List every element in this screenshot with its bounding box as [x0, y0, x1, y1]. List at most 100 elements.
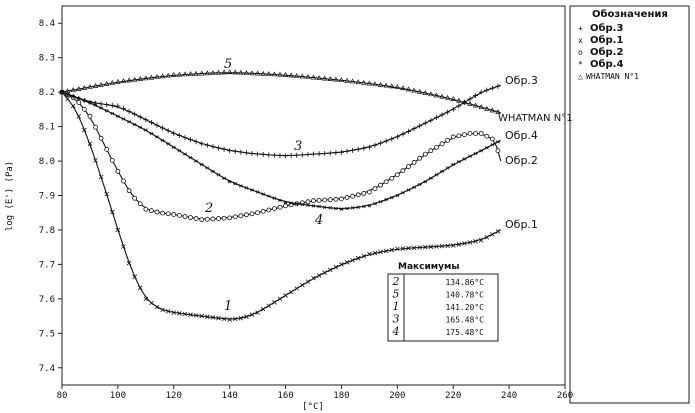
data-point — [149, 301, 153, 305]
data-point — [238, 150, 243, 155]
data-point — [194, 139, 199, 144]
data-point — [133, 123, 137, 126]
data-point — [261, 152, 266, 157]
data-point — [317, 198, 321, 202]
data-point — [384, 180, 388, 184]
legend-title: Обозначения — [592, 8, 668, 20]
data-point — [267, 304, 271, 308]
data-point — [94, 125, 98, 129]
data-point — [216, 173, 220, 176]
data-point — [474, 131, 478, 135]
data-point — [127, 189, 131, 193]
y-tick-label: 8.2 — [39, 88, 55, 98]
data-point — [457, 160, 461, 163]
x-tick-label: 240 — [501, 391, 517, 401]
data-point — [407, 165, 411, 169]
x-tick-label: 160 — [277, 391, 293, 401]
data-point — [189, 216, 193, 220]
data-point — [200, 163, 204, 166]
data-point — [418, 156, 422, 160]
data-point — [149, 132, 153, 135]
legend-label: Обр.2 — [590, 46, 623, 58]
data-point — [182, 135, 187, 140]
data-point — [490, 143, 494, 146]
legend: Обозначения +Обр.3xОбр.1oОбр.2*Обр.4△WHA… — [578, 8, 668, 81]
data-point — [379, 183, 383, 187]
maxima-temp: 165.48°C — [445, 316, 484, 325]
legend-label: Обр.4 — [590, 58, 623, 70]
data-point — [161, 139, 165, 142]
data-point — [261, 209, 265, 213]
data-point — [390, 196, 394, 199]
data-point — [479, 131, 483, 135]
data-point — [400, 132, 405, 137]
data-point — [233, 215, 237, 219]
data-point — [440, 112, 445, 117]
legend-marker: x — [578, 36, 583, 45]
data-point — [188, 137, 193, 142]
data-point — [389, 136, 394, 141]
y-axis-title: log (E') (Pa) — [5, 161, 15, 231]
data-point — [323, 198, 327, 202]
data-point — [166, 212, 170, 216]
data-point — [306, 200, 310, 204]
data-point — [205, 143, 210, 148]
data-point — [284, 293, 288, 297]
data-point — [484, 88, 489, 93]
data-point — [485, 146, 489, 149]
data-point — [216, 217, 220, 221]
data-point — [183, 215, 187, 219]
data-point — [328, 198, 332, 202]
maxima-curve-label: 5 — [393, 288, 400, 301]
y-tick-label: 7.4 — [39, 364, 55, 374]
data-point — [367, 145, 372, 150]
series-line-5 — [62, 73, 501, 113]
data-point — [423, 121, 428, 126]
x-tick-label: 220 — [445, 391, 461, 401]
data-point — [272, 197, 276, 200]
data-point — [250, 212, 254, 216]
data-point — [233, 70, 237, 74]
data-point — [345, 196, 349, 200]
data-point — [267, 195, 271, 198]
data-point — [490, 137, 494, 141]
end-label-s3: Обр.3 — [505, 74, 538, 87]
end-label-s1: Обр.1 — [505, 218, 538, 231]
data-point — [155, 135, 159, 138]
maxima-curve-label: 2 — [392, 275, 400, 288]
data-point — [289, 153, 294, 158]
data-point — [323, 271, 327, 275]
data-point — [490, 86, 495, 91]
end-label-s2: Обр.2 — [505, 154, 538, 167]
maxima-temp: 141.20°C — [445, 303, 484, 312]
data-point — [211, 217, 215, 221]
data-point — [250, 151, 255, 156]
data-point — [228, 216, 232, 220]
data-point — [401, 169, 405, 173]
data-point — [417, 123, 422, 128]
data-point — [434, 115, 439, 120]
legend-frame — [570, 6, 689, 403]
series-markers-4 — [60, 91, 500, 211]
data-point — [328, 151, 333, 156]
data-point — [88, 114, 92, 118]
data-point — [160, 125, 165, 130]
y-tick-label: 7.7 — [39, 260, 55, 270]
data-point — [144, 129, 148, 132]
data-point — [216, 145, 221, 150]
data-point — [205, 166, 209, 169]
data-point — [82, 107, 86, 111]
data-point — [99, 136, 103, 140]
series-markers-5 — [60, 70, 500, 114]
data-point — [177, 213, 181, 217]
data-point — [334, 207, 338, 210]
data-point — [166, 142, 170, 145]
data-point — [256, 191, 260, 194]
data-point — [395, 173, 399, 177]
data-point — [496, 140, 500, 143]
data-point — [367, 190, 371, 194]
maxima-temp: 175.48°C — [445, 328, 484, 337]
data-point — [183, 153, 187, 156]
data-point — [445, 110, 450, 115]
data-point — [121, 179, 125, 183]
